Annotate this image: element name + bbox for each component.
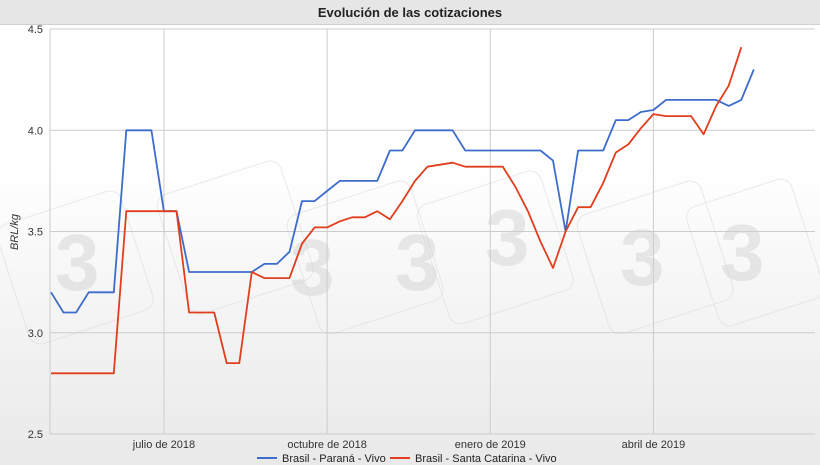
y-tick-label: 4.5 [28, 24, 43, 36]
legend[interactable]: Brasil - Paraná - Vivo Brasil - Santa Cat… [257, 453, 557, 465]
y-tick-label: 3.5 [28, 227, 43, 239]
legend-label: Brasil - Paraná - Vivo [282, 453, 386, 465]
x-tick-label: julio de 2018 [132, 439, 195, 451]
gridlines [49, 28, 815, 435]
x-axis-ticks: julio de 2018 octubre de 2018 enero de 201… [132, 439, 685, 451]
legend-item-2[interactable]: Brasil - Santa Catarina - Vivo [390, 453, 557, 465]
svg-text:3: 3 [290, 223, 335, 312]
svg-text:3: 3 [720, 208, 765, 297]
legend-label: Brasil - Santa Catarina - Vivo [415, 453, 557, 465]
y-tick-label: 4.0 [28, 125, 43, 137]
y-axis-ticks: 2.5 3.0 3.5 4.0 4.5 [28, 24, 43, 441]
x-tick-label: enero de 2019 [455, 439, 526, 451]
svg-text:3: 3 [485, 193, 530, 282]
x-tick-label: octubre de 2018 [287, 439, 367, 451]
x-tick-label: abril de 2019 [622, 439, 686, 451]
series-lines [50, 46, 755, 375]
chart-title: Evolución de las cotizaciones [0, 0, 820, 25]
y-tick-label: 2.5 [28, 429, 43, 441]
series-line-2 [51, 46, 743, 375]
y-axis-title: BRL/kg [9, 213, 21, 250]
svg-text:3: 3 [620, 213, 665, 302]
legend-item-1[interactable]: Brasil - Paraná - Vivo [257, 453, 386, 465]
y-tick-label: 3.0 [28, 328, 43, 340]
